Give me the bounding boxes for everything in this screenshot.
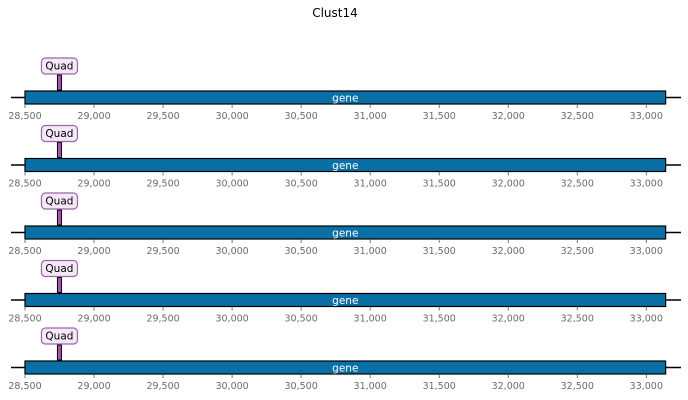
- gene-feature-label: gene: [332, 362, 358, 374]
- axis-tick-label: 31,000: [354, 314, 387, 325]
- quad-motif-tag: [40, 327, 79, 345]
- axis-tick-label: 31,500: [423, 111, 456, 122]
- axis-tick-label: 28,500: [8, 179, 41, 190]
- axis-tick-label: 29,000: [77, 179, 110, 190]
- track-2: gene Quad 28,500 29,000 29,500 30,000 30,500 31…: [8, 124, 681, 190]
- quad-motif-marker: [56, 74, 62, 91]
- axis-tick-label: 30,500: [285, 111, 318, 122]
- axis-tick-label: 32,500: [561, 314, 594, 325]
- track-axis: 28,500 29,000 29,500 30,000 30,500 31,000 31,5…: [8, 239, 663, 257]
- axis-tick-label: 29,500: [146, 381, 179, 392]
- track-axis: 28,500 29,000 29,500 30,000 30,500 31,000 31,5…: [8, 374, 663, 392]
- axis-tick-label: 31,000: [354, 111, 387, 122]
- axis-tick-label: 30,000: [215, 111, 248, 122]
- axis-tick-label: 30,000: [215, 246, 248, 257]
- axis-tick-label: 31,500: [423, 179, 456, 190]
- axis-tick-label: 32,500: [561, 246, 594, 257]
- axis-tick-label: 29,000: [77, 381, 110, 392]
- axis-tick-label: 29,000: [77, 314, 110, 325]
- diagram-title: Clust14: [312, 6, 358, 20]
- axis-tick-label: 30,500: [285, 179, 318, 190]
- gene-feature-bar: [24, 90, 667, 105]
- quad-motif-tag: [40, 192, 79, 210]
- track-axis: 28,500 29,000 29,500 30,000 30,500 31,000 31,5…: [8, 306, 663, 325]
- quad-motif-marker: [56, 344, 62, 361]
- track-4: gene Quad 28,500 29,000 29,500 30,000 30,500 31…: [8, 259, 681, 325]
- axis-tick-label: 28,500: [8, 314, 41, 325]
- axis-tick-label: 32,000: [492, 179, 525, 190]
- axis-tick-label: 31,500: [423, 381, 456, 392]
- axis-tick-label: 30,000: [215, 381, 248, 392]
- axis-tick-label: 33,000: [630, 246, 663, 257]
- axis-tick-label: 30,500: [285, 381, 318, 392]
- track-axis: 28,500 29,000 29,500 30,000 30,500 31,000 31,5…: [8, 171, 663, 190]
- axis-tick-label: 28,500: [8, 381, 41, 392]
- gene-feature-bar: [24, 225, 667, 240]
- quad-motif-label: Quad: [45, 61, 73, 73]
- axis-tick-label: 31,500: [423, 314, 456, 325]
- gene-feature-label: gene: [332, 92, 358, 104]
- quad-motif-marker: [56, 209, 62, 226]
- gene-feature-label: gene: [332, 227, 358, 239]
- axis-tick-label: 30,500: [285, 314, 318, 325]
- axis-tick-label: 31,000: [354, 179, 387, 190]
- axis-tick-label: 33,000: [630, 179, 663, 190]
- axis-tick-label: 30,000: [215, 179, 248, 190]
- axis-tick-label: 31,500: [423, 246, 456, 257]
- quad-motif-label: Quad: [45, 128, 73, 140]
- gene-feature-bar: [24, 157, 667, 173]
- axis-tick-label: 30,500: [285, 246, 318, 257]
- axis-tick-label: 31,000: [354, 246, 387, 257]
- axis-tick-label: 29,000: [77, 246, 110, 257]
- axis-tick-label: 30,000: [215, 314, 248, 325]
- quad-motif-label: Quad: [45, 196, 73, 208]
- axis-tick-label: 32,000: [492, 111, 525, 122]
- quad-motif-tag: [40, 57, 79, 75]
- axis-tick-label: 29,500: [146, 314, 179, 325]
- quad-motif-marker: [56, 277, 62, 293]
- axis-tick-label: 31,000: [354, 381, 387, 392]
- gene-feature-label: gene: [332, 160, 358, 172]
- gene-feature-bar: [24, 292, 667, 308]
- axis-tick-label: 33,000: [630, 314, 663, 325]
- quad-motif-tag: [40, 124, 79, 143]
- quad-motif-label: Quad: [45, 331, 73, 343]
- axis-tick-label: 29,000: [77, 111, 110, 122]
- track-3: gene Quad 28,500 29,000 29,500 30,000 30,500 31…: [8, 192, 681, 257]
- gene-feature-label: gene: [332, 295, 358, 307]
- axis-tick-label: 32,000: [492, 314, 525, 325]
- axis-tick-label: 32,500: [561, 179, 594, 190]
- axis-tick-label: 33,000: [630, 111, 663, 122]
- quad-motif-marker: [56, 142, 62, 158]
- axis-tick-label: 29,500: [146, 179, 179, 190]
- quad-motif-label: Quad: [45, 263, 73, 275]
- quad-motif-tag: [40, 259, 79, 278]
- track-axis: 28,500 29,000 29,500 30,000 30,500 31,000 31,5…: [8, 104, 663, 122]
- tracks: gene Quad 28,500 29,000 29,500 30,000 30,500 31…: [8, 57, 681, 392]
- axis-tick-label: 32,500: [561, 381, 594, 392]
- track-5: gene Quad 28,500 29,000 29,500 30,000 30,500 31…: [8, 327, 681, 392]
- axis-tick-label: 29,500: [146, 246, 179, 257]
- axis-tick-label: 32,000: [492, 381, 525, 392]
- gene-feature-bar: [24, 360, 667, 375]
- axis-tick-label: 33,000: [630, 381, 663, 392]
- track-1: gene Quad 28,500 29,000 29,500 30,000 30,500 31…: [8, 57, 681, 122]
- axis-tick-label: 32,500: [561, 111, 594, 122]
- axis-tick-label: 32,000: [492, 246, 525, 257]
- axis-tick-label: 28,500: [8, 111, 41, 122]
- axis-tick-label: 28,500: [8, 246, 41, 257]
- axis-tick-label: 29,500: [146, 111, 179, 122]
